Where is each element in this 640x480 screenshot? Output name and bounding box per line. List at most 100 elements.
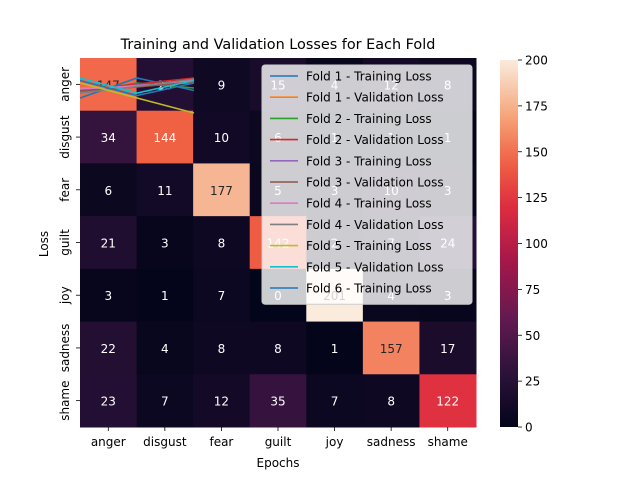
heatmap-cell (193, 216, 251, 270)
heatmap-cell (249, 374, 307, 428)
cell-value-label: 35 (270, 395, 285, 409)
cell-value-label: 3 (104, 289, 112, 303)
colorbar-tick-label: 150 (525, 145, 548, 159)
colorbar-tick-label: 100 (525, 237, 548, 251)
heatmap-cell (136, 374, 194, 428)
y-tick-label: anger (58, 67, 72, 102)
colorbar-tick-label: 50 (525, 329, 540, 343)
legend-entry: Fold 6 - Training Loss (306, 282, 432, 296)
cell-value-label: 6 (104, 184, 112, 198)
cell-value-label: 21 (101, 237, 116, 251)
y-tick-label: joy (58, 286, 72, 305)
loss-line (79, 82, 195, 114)
legend-entry: Fold 2 - Training Loss (306, 112, 432, 126)
heatmap-cell (136, 110, 194, 164)
cell-value-label: 8 (274, 342, 282, 356)
legend-entry: Fold 4 - Training Loss (306, 197, 432, 211)
cell-value-label: 8 (218, 342, 226, 356)
loss-line (79, 78, 195, 94)
cell-value-label: 1 (161, 289, 169, 303)
heatmap-cell (80, 374, 138, 428)
legend: Fold 1 - Training Loss Fold 1 - Validatio… (261, 64, 473, 305)
cell-value-label: 23 (101, 395, 116, 409)
colorbar-tick-label: 0 (525, 421, 533, 435)
loss-lines (79, 77, 195, 114)
x-tick-label: joy (325, 435, 344, 449)
heatmap-cell (306, 374, 364, 428)
colorbar: 0 25 50 75 100 125 150 175 200 (500, 54, 548, 435)
heatmap-cell (136, 216, 194, 270)
legend-entry: Fold 1 - Validation Loss (306, 91, 444, 105)
cell-value-label: 10 (214, 131, 229, 145)
x-tick-label: guilt (265, 435, 292, 449)
legend-entry: Fold 2 - Validation Loss (306, 133, 444, 147)
heatmap-cell (419, 321, 477, 375)
heatmap-cell (80, 163, 138, 217)
cell-value-label: 144 (153, 131, 176, 145)
heatmap-cell (249, 321, 307, 375)
x-tick-label: fear (209, 435, 233, 449)
heatmap-cell (80, 216, 138, 270)
cell-value-label: 22 (101, 342, 116, 356)
heatmap-cell (419, 374, 477, 428)
cell-value-label: 7 (331, 395, 339, 409)
heatmap-cell (193, 321, 251, 375)
colorbar-tick-label: 25 (525, 375, 540, 389)
y-tick-label: disgust (58, 115, 72, 159)
y-tick-label: guilt (58, 229, 72, 256)
cell-value-label: 34 (101, 131, 116, 145)
heatmap-cell (362, 321, 420, 375)
heatmap-cell (136, 268, 194, 323)
x-tick-label: shame (428, 435, 468, 449)
colorbar-tick-label: 200 (525, 54, 548, 68)
loss-line (79, 77, 195, 94)
y-tick-label: sadness (58, 324, 72, 373)
x-tick-label: anger (91, 435, 126, 449)
y-tick-label: shame (58, 380, 72, 420)
legend-box (261, 64, 473, 305)
cell-value-label: 9 (218, 78, 226, 92)
cell-value-label: 3 (161, 237, 169, 251)
cell-value-label: 157 (380, 342, 403, 356)
axes: anger disgust fear guilt joy sadness shame ange… (58, 67, 468, 449)
cell-value-label: 11 (157, 184, 172, 198)
cell-value-label: 8 (218, 237, 226, 251)
colorbar-scale (500, 60, 518, 427)
cell-value-label: 7 (218, 289, 226, 303)
cell-value-label: 7 (161, 395, 169, 409)
cell-value-label: 8 (387, 395, 395, 409)
heatmap-cell (193, 268, 251, 323)
x-tick-label: sadness (367, 435, 416, 449)
heatmap-cell (362, 374, 420, 428)
heatmap-cell (193, 163, 251, 217)
y-tick-label: fear (58, 178, 72, 202)
heatmap-cell (193, 58, 251, 112)
cell-value-label: 177 (210, 184, 233, 198)
heatmap-cell (136, 163, 194, 217)
cell-value-label: 1 (331, 342, 339, 356)
cell-value-label: 12 (214, 395, 229, 409)
heatmap-cell (193, 374, 251, 428)
legend-entry: Fold 3 - Validation Loss (306, 176, 444, 190)
chart-title: Training and Validation Losses for Each … (120, 37, 436, 53)
colorbar-tick-label: 125 (525, 191, 548, 205)
heatmap-cell (80, 268, 138, 323)
legend-entry: Fold 3 - Training Loss (306, 154, 432, 168)
heatmap-cell (80, 110, 138, 164)
heatmap-cell (193, 110, 251, 164)
x-axis-label: Epochs (257, 456, 300, 470)
legend-entry: Fold 1 - Training Loss (306, 70, 432, 84)
cell-value-label: 4 (161, 342, 169, 356)
legend-entry: Fold 5 - Training Loss (306, 239, 432, 253)
cell-value-label: 122 (436, 395, 459, 409)
heatmap-cell (306, 321, 364, 375)
colorbar-tick-label: 175 (525, 99, 548, 113)
y-axis-label: Loss (37, 231, 51, 257)
x-tick-label: disgust (143, 435, 187, 449)
cell-value-label: 17 (440, 342, 455, 356)
heatmap-cell (136, 321, 194, 375)
loss-line (79, 79, 195, 97)
heatmap-cell (80, 321, 138, 375)
legend-entry: Fold 4 - Validation Loss (306, 218, 444, 232)
